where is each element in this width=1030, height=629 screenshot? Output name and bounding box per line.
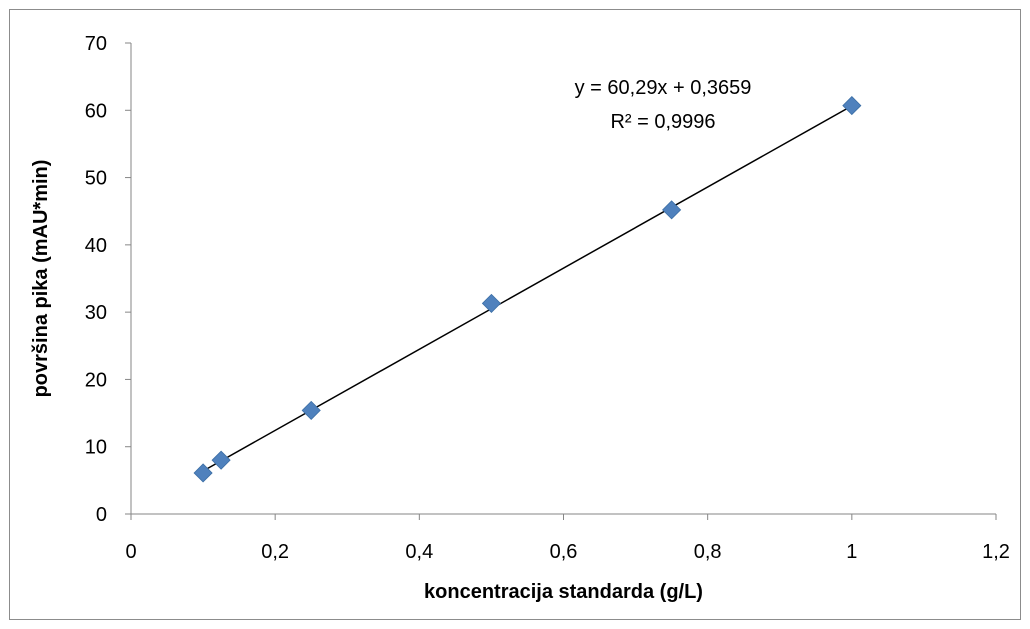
y-axis: 0 10 20 30 40 50 60 70 (85, 33, 132, 526)
data-point (193, 463, 213, 483)
data-point (301, 400, 321, 420)
data-point (842, 96, 862, 116)
trendline-equation: y = 60,29x + 0,3659 (575, 77, 752, 99)
y-tick-label: 20 (85, 369, 107, 391)
y-tick-label: 50 (85, 168, 107, 190)
data-point (481, 293, 501, 313)
trendline-layer (202, 105, 853, 472)
trendline-r-squared: R² = 0,9996 (610, 111, 715, 133)
x-tick-label: 0 (125, 541, 136, 563)
data-points (193, 96, 862, 483)
y-axis-title: površina pika (mAU*min) (30, 160, 52, 398)
y-tick-label: 30 (85, 302, 107, 324)
data-point (662, 200, 682, 220)
data-point (211, 450, 231, 470)
x-axis: 0 0,2 0,4 0,6 0,8 1 1,2 (125, 513, 1010, 563)
x-tick-label: 1,2 (982, 541, 1010, 563)
x-axis-title: koncentracija standarda (g/L) (424, 581, 703, 603)
trendline (202, 105, 853, 472)
y-tick-label: 0 (96, 504, 107, 526)
x-tick-label: 0,8 (694, 541, 722, 563)
y-tick-label: 70 (85, 33, 107, 55)
y-tick-label: 40 (85, 235, 107, 257)
y-tick-label: 60 (85, 100, 107, 122)
x-tick-label: 0,2 (261, 541, 289, 563)
y-tick-label: 10 (85, 437, 107, 459)
x-tick-label: 0,6 (550, 541, 578, 563)
x-tick-label: 0,4 (405, 541, 433, 563)
x-tick-label: 1 (846, 541, 857, 563)
